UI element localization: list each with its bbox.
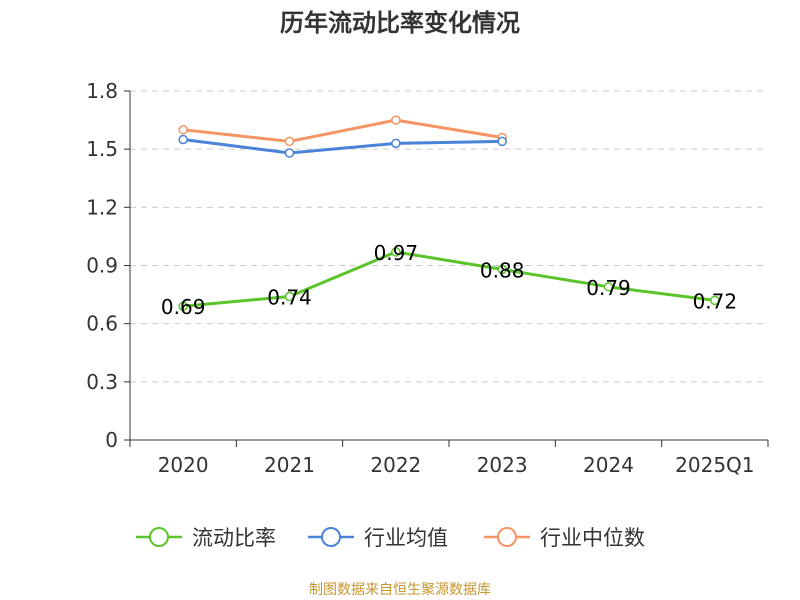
- data-point: [497, 264, 507, 275]
- y-tick-label: 0.3: [86, 370, 118, 394]
- chart-title: 历年流动比率变化情况: [280, 9, 520, 37]
- data-label: 0.79: [586, 276, 631, 300]
- data-label: 0.74: [267, 286, 312, 310]
- series-layer: [178, 115, 720, 311]
- x-tick-label: 2023: [477, 453, 528, 477]
- series-line: [182, 137, 503, 155]
- legend: 流动比率 行业均值 行业中位数: [136, 526, 645, 550]
- y-tick-label: 1.8: [86, 79, 118, 103]
- data-label: 0.72: [693, 289, 738, 313]
- legend-label: 流动比率: [192, 526, 276, 550]
- y-tick-label: 0: [105, 428, 118, 452]
- data-label: 0.88: [480, 258, 525, 282]
- data-point: [391, 138, 401, 149]
- legend-item[interactable]: 流动比率: [136, 526, 276, 550]
- y-tick-label: 1.2: [86, 195, 118, 219]
- legend-item[interactable]: 行业均值: [308, 526, 448, 550]
- legend-swatch-marker: [149, 527, 169, 547]
- legend-label: 行业均值: [364, 526, 448, 550]
- y-tick-label: 0.6: [86, 312, 118, 336]
- y-tick-label: 1.5: [86, 137, 118, 161]
- x-tick-label: 2025Q1: [675, 453, 754, 477]
- x-tick-label: 2020: [158, 453, 209, 477]
- data-point: [497, 136, 507, 147]
- data-labels: 0.69 0.74 0.97 0.88 0.79 0.72: [161, 241, 737, 319]
- grid: [130, 90, 768, 383]
- series-line: [183, 250, 716, 308]
- y-tick-label: 0.9: [86, 254, 118, 278]
- data-point: [178, 134, 188, 145]
- data-point: [710, 295, 720, 306]
- data-label: 0.69: [161, 295, 206, 319]
- data-point: [603, 282, 614, 292]
- axes: 0 0.3 0.6 0.9 1.2 1.5 1.8 2020 2021 2022 2023 2024 2…: [86, 79, 769, 477]
- legend-swatch-marker: [321, 527, 341, 547]
- series-line: [183, 118, 503, 143]
- data-point: [178, 301, 188, 311]
- data-point: [178, 125, 188, 135]
- x-tick-label: 2021: [264, 453, 315, 477]
- x-tick-label: 2024: [583, 453, 634, 477]
- data-label: 0.97: [374, 241, 419, 265]
- data-point: [284, 148, 295, 158]
- data-point: [391, 247, 401, 257]
- data-point: [284, 136, 295, 147]
- legend-item[interactable]: 行业中位数: [484, 526, 645, 550]
- x-tick-label: 2022: [370, 453, 421, 477]
- legend-swatch-marker: [497, 527, 517, 547]
- legend-label: 行业中位数: [540, 526, 645, 550]
- data-point: [391, 115, 401, 125]
- data-point: [284, 291, 295, 302]
- source-note: 制图数据来自恒生聚源数据库: [309, 582, 491, 598]
